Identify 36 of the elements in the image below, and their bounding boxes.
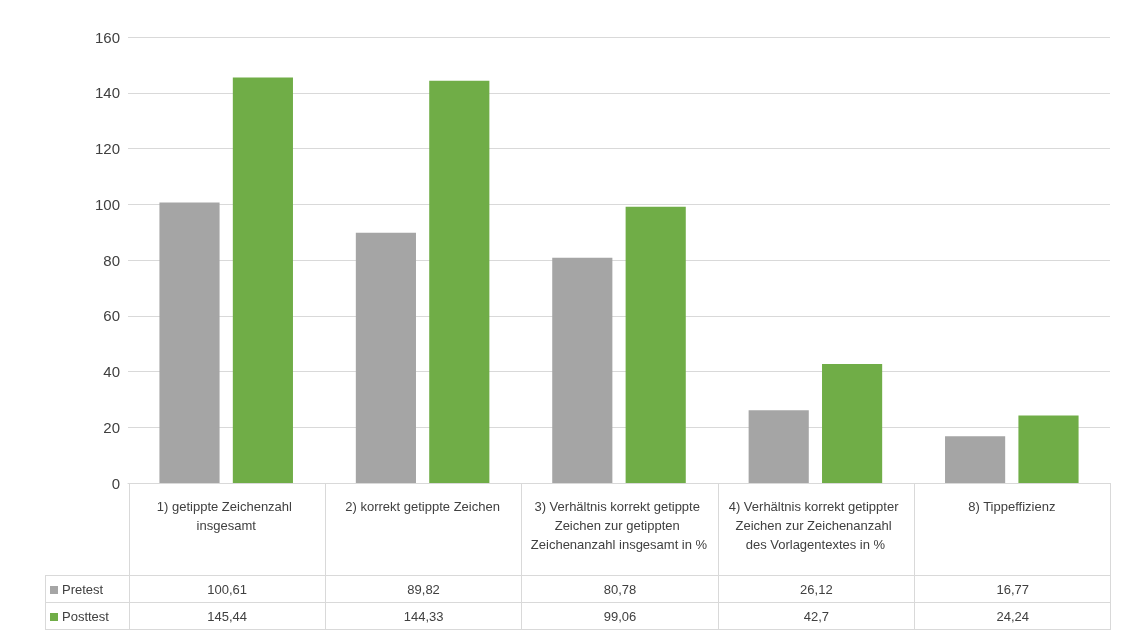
bar	[232, 77, 293, 483]
x-tick-label: 2) korrekt getippte Zeichen	[345, 499, 500, 514]
y-tick-label: 20	[103, 418, 120, 436]
bar	[748, 410, 809, 483]
x-tick-label: 3) Verhältnis korrekt getippte Zeichen zur getippten Zeichenanzahl insgesamt in %	[530, 499, 708, 552]
legend-label: Pretest	[62, 581, 104, 597]
data-label: 80,78	[521, 575, 719, 603]
legend-label: Posttest	[62, 608, 109, 624]
bar	[552, 257, 613, 483]
x-tick-label: 4) Verhältnis korrekt getippter Zeichen zur Zeichenanzahl des Vorlagentextes in %	[728, 499, 903, 552]
y-tick-label: 40	[103, 363, 120, 380]
y-tick-label: 120	[94, 140, 120, 157]
x-tick-label: 1) getippte Zeichenzahl insgesamt	[156, 499, 296, 533]
y-tick-label: 0	[111, 474, 120, 492]
data-label: 145,44	[129, 602, 326, 630]
bar	[945, 436, 1006, 483]
bar	[429, 80, 490, 483]
bar	[159, 202, 220, 483]
y-tick-label: 140	[94, 84, 120, 102]
data-label: 42,7	[718, 602, 915, 630]
y-tick-label: 160	[94, 28, 120, 46]
bar	[625, 206, 686, 483]
bar	[355, 232, 416, 483]
data-label: 26,12	[718, 575, 915, 603]
data-label: 144,33	[325, 602, 522, 630]
data-label: 89,82	[325, 575, 522, 603]
data-label: 16,77	[914, 575, 1111, 603]
bar	[822, 363, 883, 483]
data-label: 99,06	[521, 602, 719, 630]
y-tick-label: 100	[94, 195, 120, 213]
data-label: 24,24	[914, 602, 1111, 630]
data-label: 100,61	[129, 575, 326, 603]
bar	[1018, 415, 1079, 483]
y-tick-label: 80	[103, 251, 120, 269]
y-tick-label: 60	[103, 307, 120, 325]
x-tick-label: 8) Tippeffizienz	[968, 499, 1056, 514]
